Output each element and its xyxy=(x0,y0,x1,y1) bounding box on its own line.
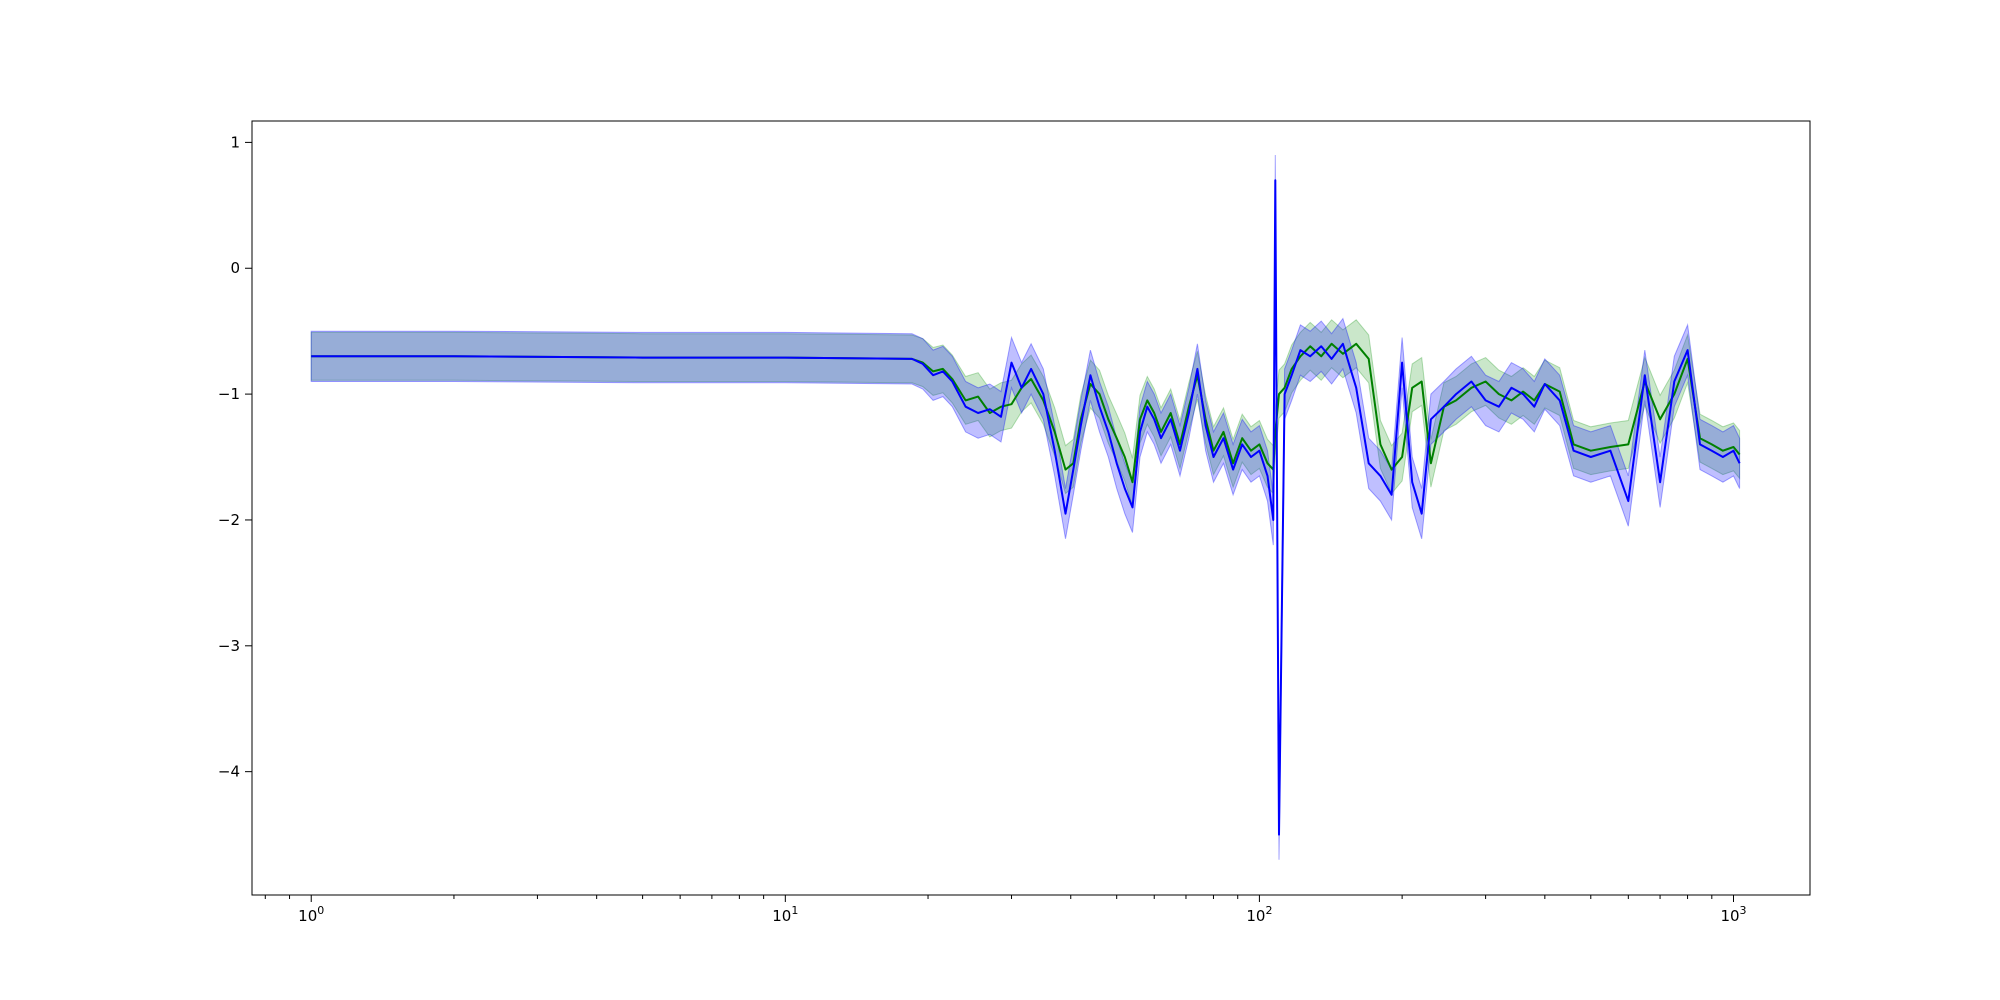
series-lines xyxy=(311,179,1741,836)
x-tick-label: 103 xyxy=(1720,904,1746,925)
y-tick-label: −3 xyxy=(218,637,240,655)
x-tick-label: 101 xyxy=(772,904,798,925)
y-tick-label: −2 xyxy=(218,511,240,529)
series-0-band xyxy=(310,319,1741,507)
y-tick-label: −1 xyxy=(218,385,240,403)
plot-frame xyxy=(251,120,1811,896)
y-tick-label: −4 xyxy=(218,763,240,781)
y-tick-label: 0 xyxy=(230,259,240,277)
x-tick-label: 100 xyxy=(298,904,324,925)
series-1-line xyxy=(311,179,1741,836)
x-tick-label: 102 xyxy=(1246,904,1272,925)
series-1-band xyxy=(310,154,1741,860)
confidence-bands xyxy=(310,154,1741,860)
x-axis: 100 101 102 103 xyxy=(264,895,1747,925)
y-axis: 1 0 −1 −2 −3 −4 xyxy=(218,133,252,781)
y-tick-label: 1 xyxy=(230,133,240,151)
